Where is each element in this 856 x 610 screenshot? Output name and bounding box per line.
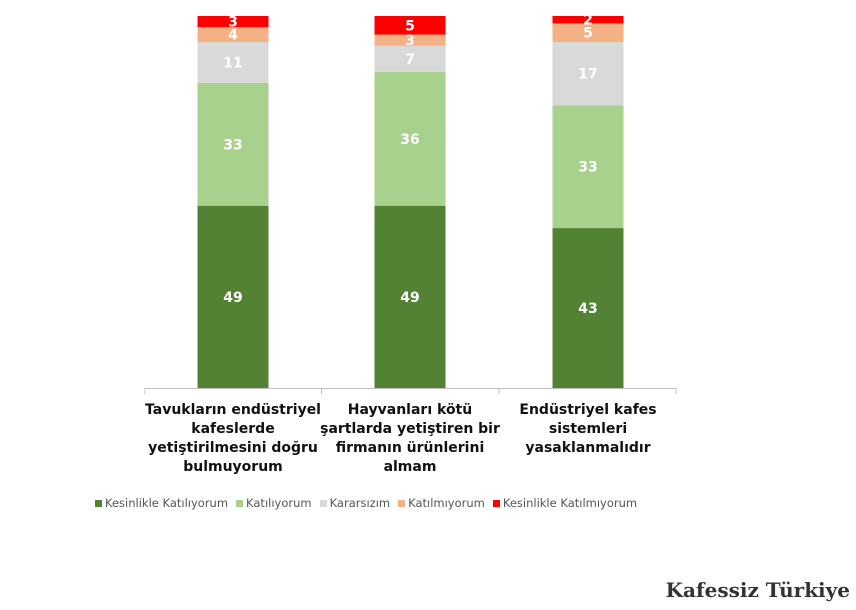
category-label-line: firmanın ürünlerini <box>336 440 485 456</box>
legend-item: Kararsızım <box>319 496 391 510</box>
bar-segment <box>197 82 269 206</box>
bar-segment <box>552 42 624 106</box>
category-label-line: yasaklanmalıdır <box>525 440 650 456</box>
legend-swatch <box>236 499 244 507</box>
data-label: 36 <box>400 132 419 148</box>
bar-segment <box>552 228 624 388</box>
brand-watermark: Kafessiz Türkiye <box>665 578 850 602</box>
legend: Kesinlikle Katılıyorum Katılıyorum Kararsı… <box>95 496 637 510</box>
category-label-line: kafeslerde <box>191 421 274 437</box>
data-label: 3 <box>405 33 415 49</box>
bar-segment <box>552 23 624 43</box>
category-label-line: şartlarda yetiştiren bir <box>320 421 500 437</box>
legend-label: Katılıyorum <box>246 496 312 510</box>
category-label-line: sistemleri <box>549 421 627 437</box>
bar-segment <box>197 205 269 388</box>
legend-label: Kararsızım <box>329 496 391 510</box>
data-label: 11 <box>223 56 242 72</box>
legend-item: Katılıyorum <box>236 496 312 510</box>
legend-swatch <box>319 499 327 507</box>
data-label: 3 <box>228 15 238 31</box>
bar-segment <box>197 16 269 28</box>
category-label-line: yetiştirilmesini doğru <box>148 440 318 456</box>
bar-segment <box>552 16 624 24</box>
data-label: 49 <box>400 290 419 306</box>
data-label: 49 <box>223 290 242 306</box>
data-label: 4 <box>228 28 238 44</box>
data-label: 5 <box>405 18 415 34</box>
bar-segment <box>374 45 446 72</box>
legend-item: Kesinlikle Katılmıyorum <box>492 496 638 510</box>
x-axis-ticks <box>144 388 677 394</box>
data-label: 2 <box>583 13 593 29</box>
category-label-line: bulmuyorum <box>183 459 283 475</box>
category-labels: Tavukların endüstriyel kafeslerde yetiştir… <box>145 402 657 475</box>
bar-segment <box>374 34 446 46</box>
legend-swatch <box>95 499 102 507</box>
data-label: 33 <box>578 160 597 176</box>
category-label-line: almam <box>384 459 437 475</box>
data-label: 5 <box>583 26 593 42</box>
data-label: 7 <box>405 52 415 68</box>
data-label: 17 <box>578 67 597 83</box>
category-label-line: Hayvanları kötü <box>348 402 472 418</box>
bar-segment <box>374 205 446 388</box>
bar-segment <box>197 27 269 43</box>
data-label: 33 <box>223 137 242 153</box>
legend-item: Kesinlikle Katılıyorum <box>95 496 228 510</box>
bar-segment <box>374 71 446 206</box>
bar-segment <box>197 42 269 83</box>
category-label-line: Tavukların endüstriyel <box>145 402 321 418</box>
legend-swatch <box>398 499 406 507</box>
bar-segment <box>374 16 446 35</box>
legend-label: Katılmıyorum <box>408 496 485 510</box>
legend-label: Kesinlikle Katılıyorum <box>105 496 229 510</box>
category-label-line: Endüstriyel kafes <box>519 402 656 418</box>
legend-swatch <box>492 499 500 507</box>
data-label: 43 <box>578 301 597 317</box>
legend-label: Kesinlikle Katılmıyorum <box>502 496 638 510</box>
legend-item: Katılmıyorum <box>398 496 485 510</box>
bar-segment <box>552 105 624 229</box>
